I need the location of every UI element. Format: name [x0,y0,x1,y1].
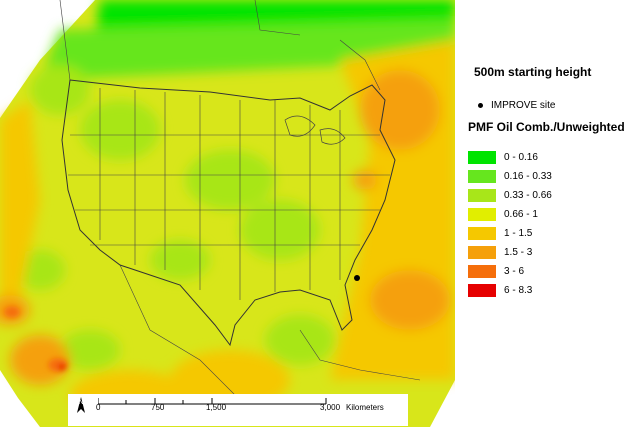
legend-item: 6 - 8.3 [468,281,552,300]
scale-ticks [98,398,327,405]
scale-label-3000: 3,000 [320,403,341,412]
legend-swatch [468,227,496,240]
legend-item: 0.66 - 1 [468,205,552,224]
concentration-map [0,0,455,427]
legend-items: 0 - 0.16 0.16 - 0.33 0.33 - 0.66 0.66 - 1 1 … [468,148,552,300]
scale-label-0: 0 [96,403,101,412]
legend-range-label: 1 - 1.5 [504,228,533,239]
legend-range-label: 6 - 8.3 [504,285,533,296]
no-data-corner-se [430,380,455,427]
legend-swatch [468,284,496,297]
legend-item: 0.16 - 0.33 [468,167,552,186]
legend-swatch [468,246,496,259]
svg-text:N: N [78,399,83,406]
improve-site-marker [354,275,360,281]
scale-label-1500: 1,500 [206,403,227,412]
legend-swatch [468,208,496,221]
legend-range-label: 1.5 - 3 [504,247,533,258]
legend-range-label: 0 - 0.16 [504,152,538,163]
legend-swatch [468,170,496,183]
legend-item: 0.33 - 0.66 [468,186,552,205]
legend-title: PMF Oil Comb./Unweighted [468,120,625,134]
no-data-corner-sw [0,370,40,427]
site-legend-label: IMPROVE site [491,100,556,111]
legend-item: 1 - 1.5 [468,224,552,243]
scale-label-750: 750 [151,403,165,412]
site-dot-icon [478,102,483,108]
legend-panel: 500m starting height IMPROVE site PMF Oi… [460,0,632,427]
legend-range-label: 3 - 6 [504,266,525,277]
concentration-field [0,0,455,420]
us-boundary [61,79,396,347]
legend-item: 0 - 0.16 [468,148,552,167]
legend-item: 1.5 - 3 [468,243,552,262]
scale-unit: Kilometers [346,403,384,412]
legend-range-label: 0.16 - 0.33 [504,171,552,182]
north-arrow-icon: N [77,397,85,413]
starting-height-label: 500m starting height [474,65,592,79]
legend-swatch [468,265,496,278]
legend-item: 3 - 6 [468,262,552,281]
no-data-corner-nw [0,0,95,118]
legend-swatch [468,189,496,202]
site-legend: IMPROVE site [478,100,555,111]
scale-bar: N 0 750 1,500 3,000 Kilometers [68,394,408,426]
legend-range-label: 0.33 - 0.66 [504,190,552,201]
legend-swatch [468,151,496,164]
state-boundaries [68,88,390,300]
legend-range-label: 0.66 - 1 [504,209,538,220]
